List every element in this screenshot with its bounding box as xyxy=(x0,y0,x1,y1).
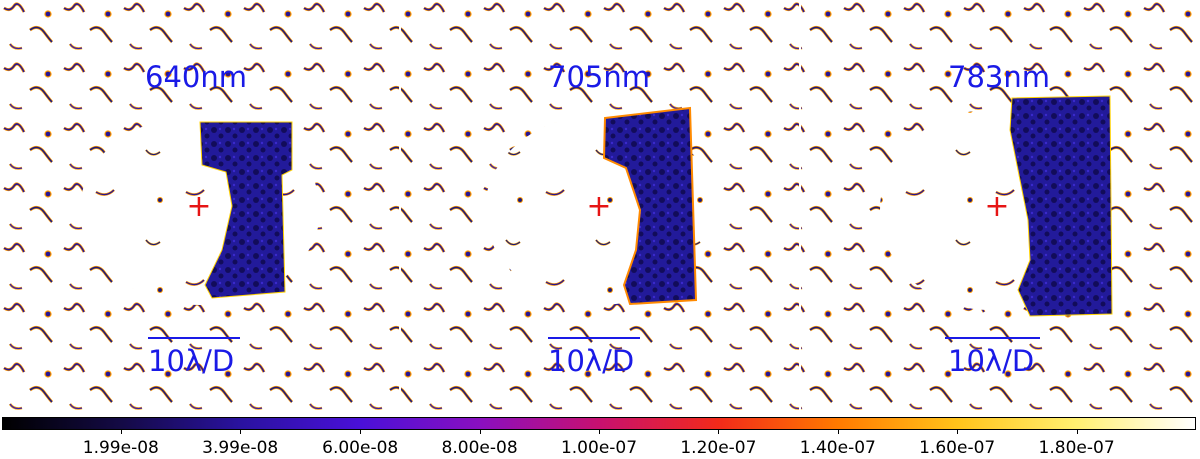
center-marker: + xyxy=(186,189,211,224)
colorbar-tick-mark xyxy=(957,430,959,434)
dark-hole-region xyxy=(199,121,293,299)
colorbar-tick-mark xyxy=(120,430,122,434)
colorbar-tick-label: 1.99e-08 xyxy=(82,438,159,458)
colorbar-tick-mark xyxy=(599,430,600,434)
colorbar-tick-label: 1.00e-07 xyxy=(560,438,638,458)
colorbar-tick-label: 3.99e-08 xyxy=(202,438,279,458)
panel-label-705nm: 705nm xyxy=(548,60,650,94)
colorbar-tick-mark xyxy=(718,430,720,434)
colorbar-tick-label: 1.80e-07 xyxy=(1038,438,1115,458)
dark-hole-region xyxy=(1009,95,1113,317)
scale-label-705nm: 10λ/D xyxy=(548,344,635,378)
colorbar-tick-label: 1.20e-07 xyxy=(680,438,757,458)
colorbar-tick-mark xyxy=(479,430,481,434)
colorbar-tick-label: 1.60e-07 xyxy=(919,438,996,458)
colorbar-tick-mark xyxy=(837,430,839,434)
colorbar-tick-label: 1.40e-07 xyxy=(799,438,876,458)
scale-label-783nm: 10λ/D xyxy=(948,344,1035,378)
panel-640nm: + xyxy=(0,0,400,416)
panel-705nm: + xyxy=(400,0,800,416)
colorbar: 1.99e-08 3.99e-08 6.00e-08 8.00e-08 1.00e-07… xyxy=(0,416,1200,459)
center-marker: + xyxy=(984,189,1009,224)
colorbar-tick-mark xyxy=(240,430,242,434)
panel-label-640nm: 640nm xyxy=(145,60,247,94)
colorbar-tick-label: 6.00e-08 xyxy=(322,438,399,458)
center-marker: + xyxy=(586,189,611,224)
dark-hole-region xyxy=(602,106,698,306)
colorbar-tick-label: 8.00e-08 xyxy=(441,438,518,458)
panel-label-783nm: 783nm xyxy=(948,60,1050,94)
panel-783nm: + xyxy=(800,0,1200,416)
image-panels: + + + xyxy=(0,0,1200,416)
colorbar-tick-mark xyxy=(1076,430,1078,434)
colorbar-gradient xyxy=(2,417,1196,430)
colorbar-tick-mark xyxy=(360,430,362,434)
scale-label-640nm: 10λ/D xyxy=(148,344,235,378)
